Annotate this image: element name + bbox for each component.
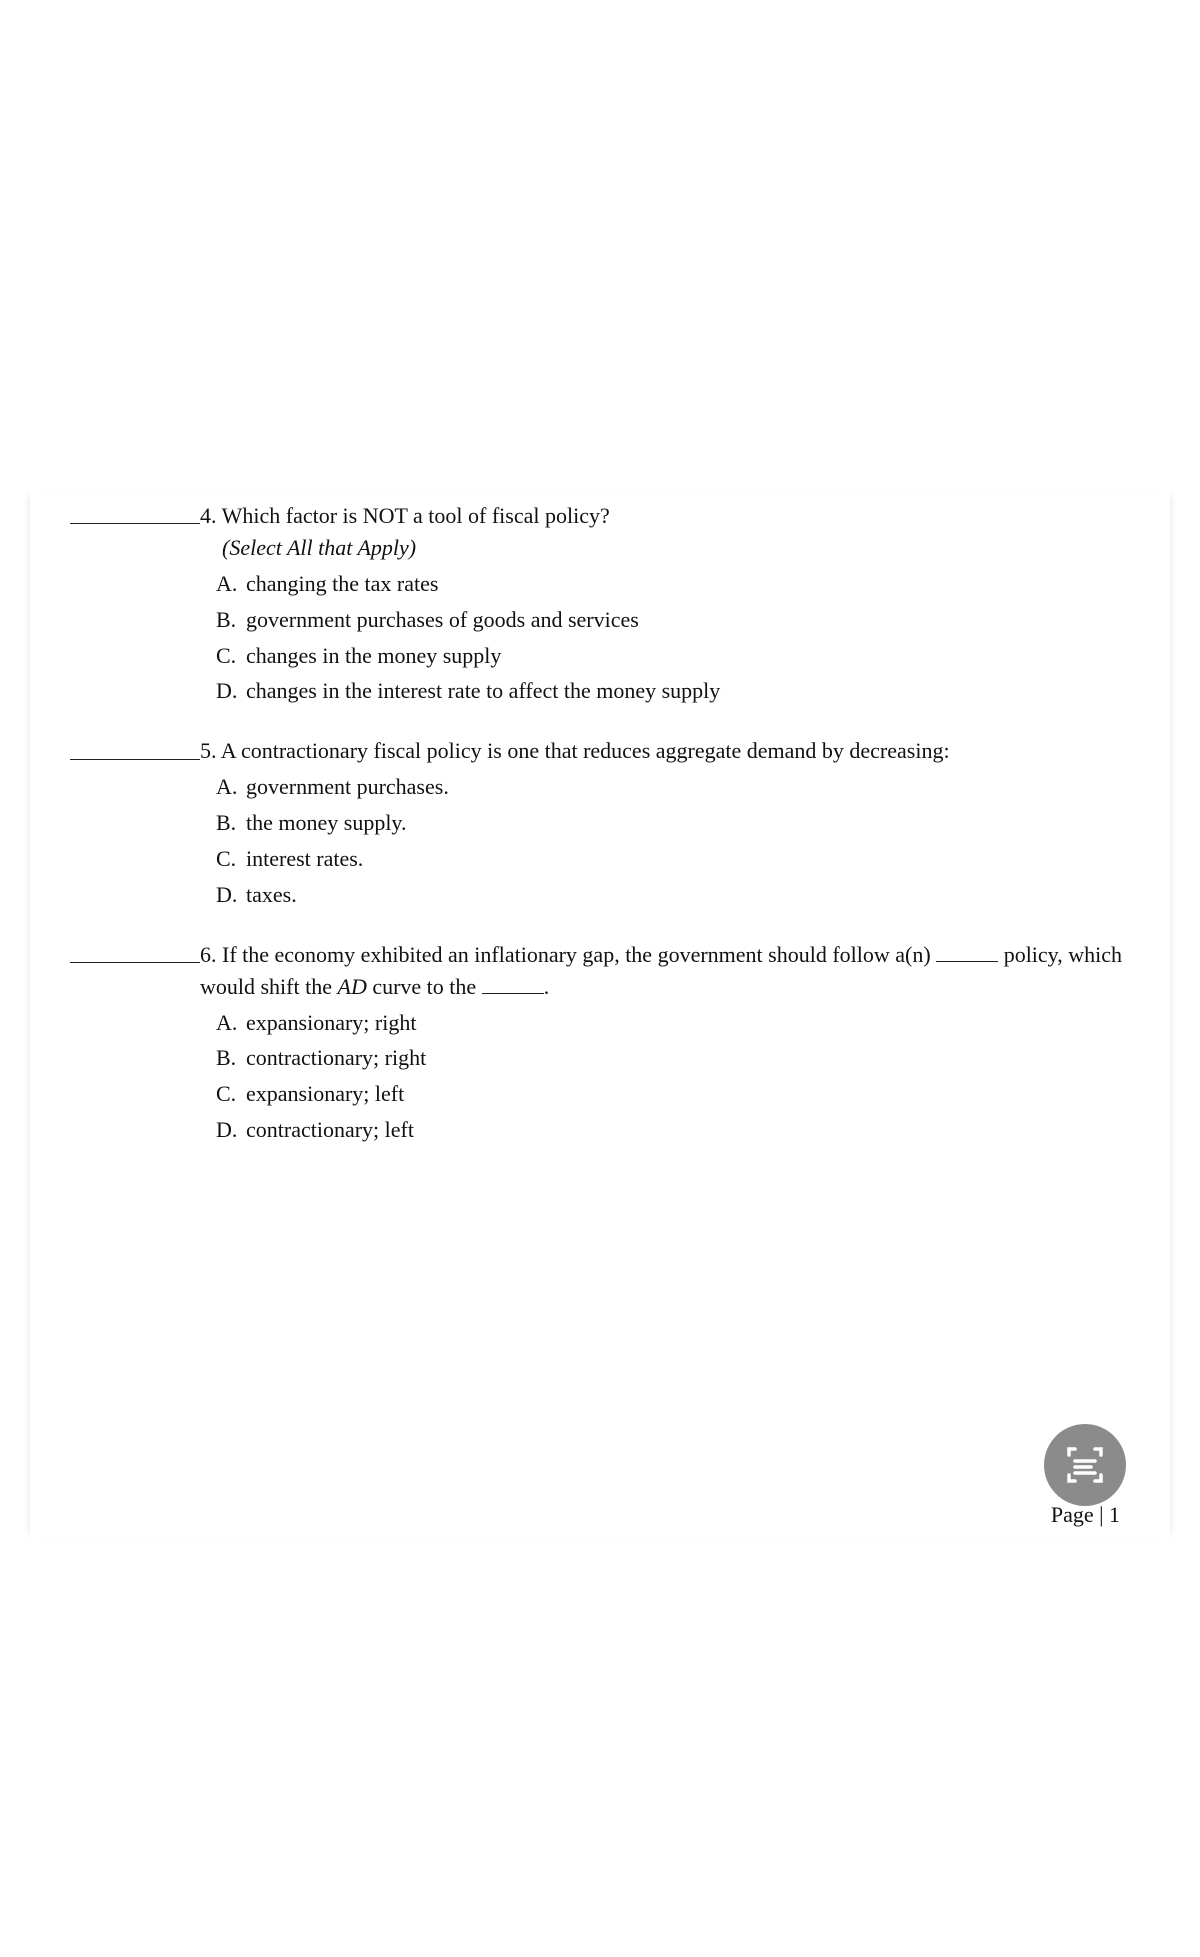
option-text: the money supply. — [246, 807, 1130, 839]
option-letter: C. — [216, 843, 246, 875]
question-4-option-b: B. government purchases of goods and ser… — [216, 604, 1130, 636]
option-text: changes in the money supply — [246, 640, 1130, 672]
option-text: taxes. — [246, 879, 1130, 911]
question-4-option-a: A. changing the tax rates — [216, 568, 1130, 600]
document-page: 4. Which factor is NOT a tool of fiscal … — [30, 490, 1170, 1540]
question-6-number: 6. — [200, 942, 217, 967]
option-letter: D. — [216, 675, 246, 707]
question-4-instruction: (Select All that Apply) — [222, 532, 1130, 564]
question-4-options: A. changing the tax rates B. government … — [216, 568, 1130, 708]
question-5-text: 5. A contractionary fiscal policy is one… — [200, 735, 1130, 767]
option-letter: B. — [216, 807, 246, 839]
question-5-option-c: C. interest rates. — [216, 843, 1130, 875]
question-6: 6. If the economy exhibited an inflation… — [70, 939, 1130, 1146]
option-letter: A. — [216, 771, 246, 803]
question-4-option-c: C. changes in the money supply — [216, 640, 1130, 672]
question-4-option-d: D. changes in the interest rate to affec… — [216, 675, 1130, 707]
question-6-part3: curve to the — [367, 974, 482, 999]
answer-blank-4 — [70, 500, 200, 524]
question-4-stem-row: 4. Which factor is NOT a tool of fiscal … — [70, 500, 1130, 532]
question-6-option-d: D. contractionary; left — [216, 1114, 1130, 1146]
answer-blank-5 — [70, 735, 200, 759]
question-6-option-b: B. contractionary; right — [216, 1042, 1130, 1074]
question-5: 5. A contractionary fiscal policy is one… — [70, 735, 1130, 910]
option-letter: A. — [216, 568, 246, 600]
option-letter: C. — [216, 640, 246, 672]
question-5-number: 5. — [200, 738, 217, 763]
fill-blank-2 — [482, 973, 544, 994]
option-text: government purchases. — [246, 771, 1130, 803]
option-text: expansionary; right — [246, 1007, 1130, 1039]
question-6-italic: AD — [338, 974, 367, 999]
option-text: changing the tax rates — [246, 568, 1130, 600]
question-4: 4. Which factor is NOT a tool of fiscal … — [70, 500, 1130, 707]
option-text: changes in the interest rate to affect t… — [246, 675, 726, 707]
option-text: interest rates. — [246, 843, 1130, 875]
option-letter: C. — [216, 1078, 246, 1110]
document-scan-icon — [1061, 1441, 1109, 1489]
question-6-option-c: C. expansionary; left — [216, 1078, 1130, 1110]
option-letter: D. — [216, 1114, 246, 1146]
question-4-number: 4. — [200, 503, 217, 528]
option-text: expansionary; left — [246, 1078, 1130, 1110]
question-5-stem: A contractionary fiscal policy is one th… — [221, 738, 950, 763]
scan-document-button[interactable] — [1044, 1424, 1126, 1506]
option-letter: B. — [216, 604, 246, 636]
option-letter: B. — [216, 1042, 246, 1074]
answer-blank-6 — [70, 939, 200, 963]
question-6-stem-row: 6. If the economy exhibited an inflation… — [70, 939, 1130, 1003]
question-5-option-b: B. the money supply. — [216, 807, 1130, 839]
question-6-text: 6. If the economy exhibited an inflation… — [200, 939, 1130, 1003]
question-5-options: A. government purchases. B. the money su… — [216, 771, 1130, 911]
question-4-text: 4. Which factor is NOT a tool of fiscal … — [200, 500, 1130, 532]
option-text: government purchases of goods and servic… — [246, 604, 1130, 636]
option-text: contractionary; right — [246, 1042, 1130, 1074]
question-4-stem: Which factor is NOT a tool of fiscal pol… — [222, 503, 610, 528]
question-6-option-a: A. expansionary; right — [216, 1007, 1130, 1039]
option-letter: D. — [216, 879, 246, 911]
question-5-option-a: A. government purchases. — [216, 771, 1130, 803]
question-6-options: A. expansionary; right B. contractionary… — [216, 1007, 1130, 1147]
question-6-part4: . — [544, 974, 550, 999]
option-text: contractionary; left — [246, 1114, 1130, 1146]
question-5-option-d: D. taxes. — [216, 879, 1130, 911]
fill-blank-1 — [936, 941, 998, 962]
question-5-stem-row: 5. A contractionary fiscal policy is one… — [70, 735, 1130, 767]
option-letter: A. — [216, 1007, 246, 1039]
question-6-part1: If the economy exhibited an inflationary… — [222, 942, 936, 967]
